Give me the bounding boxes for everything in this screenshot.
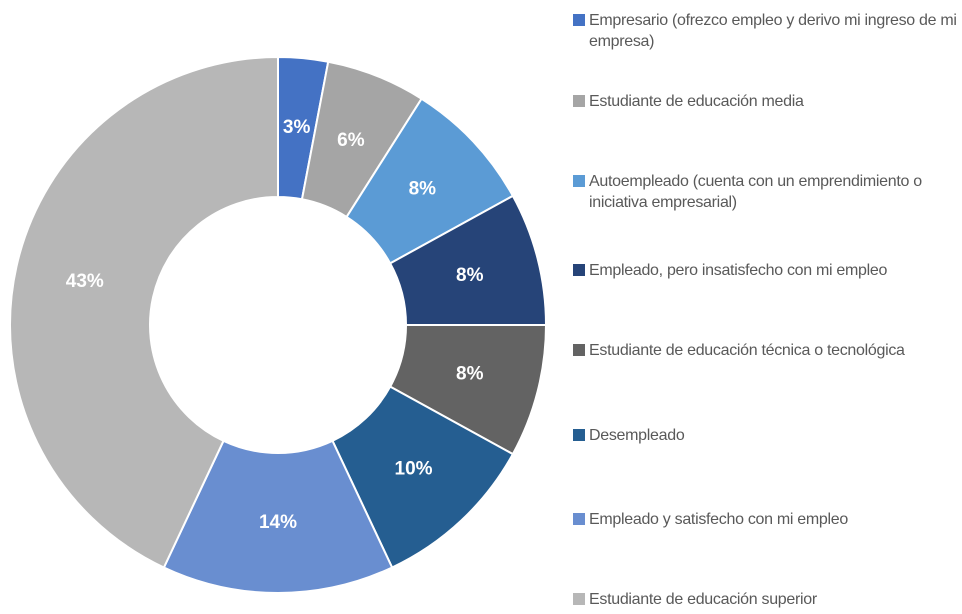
data-label: 3% xyxy=(283,117,311,138)
legend-swatch xyxy=(573,14,585,26)
legend-item: Empleado y satisfecho con mi empleo xyxy=(573,509,958,530)
legend-item: Empleado, pero insatisfecho con mi emple… xyxy=(573,260,958,281)
data-label: 8% xyxy=(456,363,484,384)
legend-label: Desempleado xyxy=(589,427,685,444)
legend-item: Estudiante de educación media xyxy=(573,91,958,112)
legend-item: Autoempleado (cuenta con un emprendimien… xyxy=(573,171,958,213)
slice xyxy=(162,439,394,595)
data-label: 8% xyxy=(456,265,484,286)
legend-label: Estudiante de educación superior xyxy=(589,591,817,608)
donut: 3% 6% 8% 8% 8% 10% 14% 43% xyxy=(9,55,548,595)
legend-item: Empresario (ofrezco empleo y derivo mi i… xyxy=(573,10,958,52)
data-label: 8% xyxy=(409,178,437,199)
data-label: 6% xyxy=(337,130,365,151)
legend-swatch xyxy=(573,264,585,276)
legend-label: Autoempleado (cuenta con un emprendimien… xyxy=(589,173,922,211)
legend-label: Empleado y satisfecho con mi empleo xyxy=(589,511,848,528)
data-label: 10% xyxy=(395,458,433,479)
legend-swatch xyxy=(573,513,585,525)
legend-label: Empleado, pero insatisfecho con mi emple… xyxy=(589,262,888,279)
legend-label: Estudiante de educación media xyxy=(589,93,804,110)
legend-swatch xyxy=(573,95,585,107)
legend-swatch xyxy=(573,344,585,356)
legend-swatch xyxy=(573,593,585,605)
legend-swatch xyxy=(573,429,585,441)
data-label: 43% xyxy=(66,271,104,292)
legend-item: Estudiante de educación superior xyxy=(573,589,958,610)
legend-item: Desempleado xyxy=(573,425,958,446)
legend-item: Estudiante de educación técnica o tecnol… xyxy=(573,340,958,361)
data-label: 14% xyxy=(259,512,297,533)
legend-label: Estudiante de educación técnica o tecnol… xyxy=(589,342,905,359)
legend-swatch xyxy=(573,175,585,187)
legend-label: Empresario (ofrezco empleo y derivo mi i… xyxy=(589,12,957,50)
slice xyxy=(9,55,279,569)
